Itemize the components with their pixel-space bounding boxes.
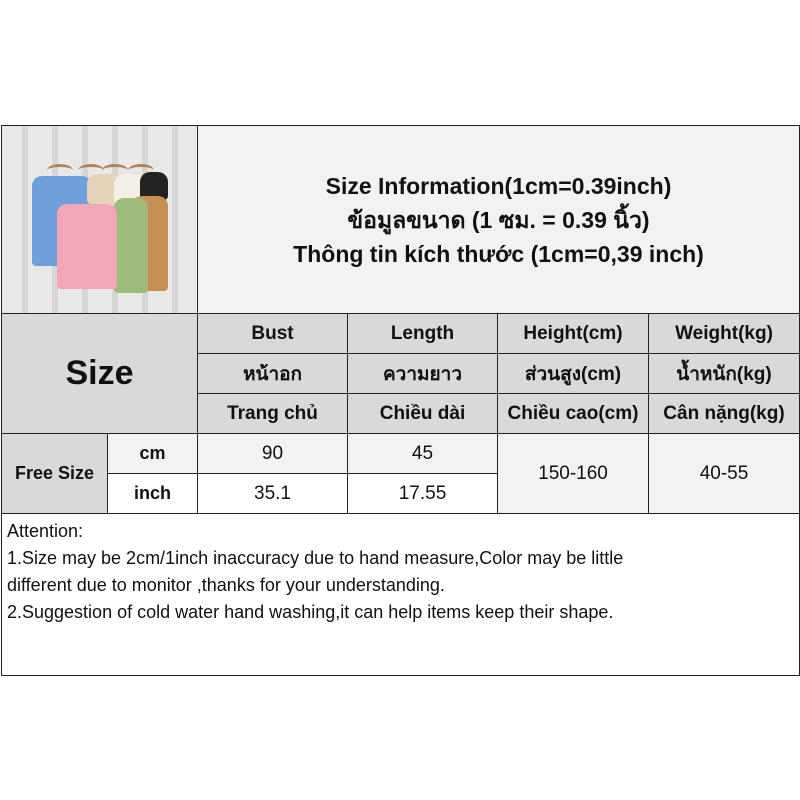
weight-header-en: Weight(kg) [648, 313, 800, 354]
attention-line: 2.Suggestion of cold water hand washing,… [7, 602, 614, 622]
attention-line: 1.Size may be 2cm/1inch inaccuracy due t… [7, 548, 624, 568]
free-size-label: Free Size [1, 433, 108, 514]
height-header-en: Height(cm) [497, 313, 649, 354]
unit-inch: inch [107, 473, 198, 514]
length-header-vi: Chiều dài [347, 393, 498, 434]
weight-header-th: น้ำหนัก(kg) [648, 353, 800, 394]
weight-header-vi: Cân nặng(kg) [648, 393, 800, 434]
length-header-en: Length [347, 313, 498, 354]
attention-line: different due to monitor ,thanks for you… [7, 575, 445, 595]
title-vietnamese: Thông tin kích thước (1cm=0,39 inch) [293, 240, 704, 267]
length-cm: 45 [347, 433, 498, 474]
height-header-vi: Chiều cao(cm) [497, 393, 649, 434]
title-english: Size Information(1cm=0.39inch) [325, 172, 672, 199]
bust-header-th: หน้าอก [197, 353, 348, 394]
unit-cm: cm [107, 433, 198, 474]
bust-header-en: Bust [197, 313, 348, 354]
product-photo [1, 125, 198, 314]
length-inch: 17.55 [347, 473, 498, 514]
size-header: Size [1, 313, 198, 434]
attention-heading: Attention: [7, 521, 84, 541]
weight-value: 40-55 [648, 433, 800, 514]
attention-notes: Attention: 1.Size may be 2cm/1inch inacc… [1, 513, 800, 676]
height-header-th: ส่วนสูง(cm) [497, 353, 649, 394]
size-info-title: Size Information(1cm=0.39inch) ข้อมูลขนา… [197, 125, 800, 314]
title-thai: ข้อมูลขนาด (1 ซม. = 0.39 นิ้ว) [347, 206, 650, 233]
bust-inch: 35.1 [197, 473, 348, 514]
bust-cm: 90 [197, 433, 348, 474]
bust-header-vi: Trang chủ [197, 393, 348, 434]
length-header-th: ความยาว [347, 353, 498, 394]
height-value: 150-160 [497, 433, 649, 514]
